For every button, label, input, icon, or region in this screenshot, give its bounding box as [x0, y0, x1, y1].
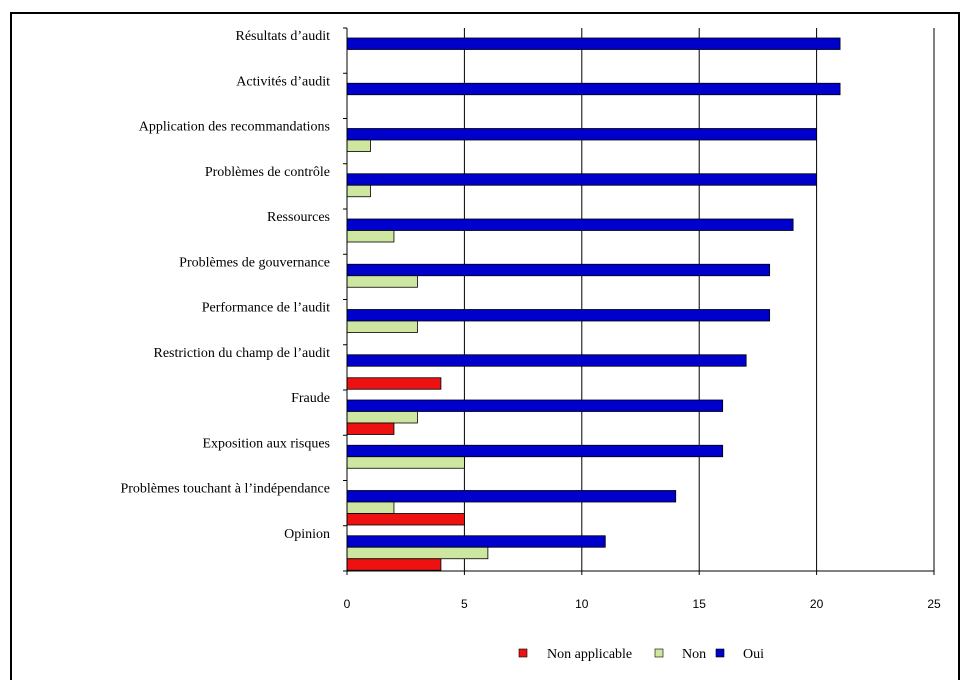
x-tick-label: 5 [461, 597, 468, 611]
bar-non-applicable-10 [346, 513, 465, 526]
bar-oui-2 [346, 128, 818, 141]
bar-oui-8 [346, 399, 724, 412]
legend-label-non: Non [682, 647, 706, 662]
category-label: Activités d’audit [236, 74, 330, 89]
bar-non-6 [346, 320, 418, 333]
bar-non-5 [346, 275, 418, 288]
legend-swatch-non [654, 648, 664, 658]
category-label: Restriction du champ de l’audit [153, 346, 330, 361]
bar-non-applicable-11 [346, 558, 442, 571]
bar-non-11 [346, 546, 489, 560]
bar-non-4 [346, 230, 395, 243]
category-label: Résultats d’audit [236, 29, 331, 44]
bar-non-9 [346, 456, 465, 469]
category-label: Exposition aux risques [202, 436, 330, 451]
bar-non-10 [346, 501, 395, 514]
bar-oui-6 [346, 309, 771, 322]
chart-frame [10, 12, 960, 680]
bar-oui-10 [346, 490, 677, 503]
bar-oui-11 [346, 535, 606, 548]
bar-non-applicable-8 [346, 422, 395, 435]
legend-swatch-oui [715, 648, 725, 658]
x-tick-label: 25 [927, 597, 941, 611]
bar-oui-4 [346, 218, 794, 231]
category-label: Problèmes de gouvernance [179, 255, 330, 270]
bar-oui-9 [346, 444, 724, 458]
x-tick-label: 10 [575, 597, 589, 611]
bar-non-applicable-7 [346, 377, 442, 390]
bar-oui-3 [346, 173, 818, 186]
category-label: Fraude [291, 391, 330, 406]
legend-label-non-applicable: Non applicable [547, 647, 632, 662]
bar-non-3 [346, 184, 371, 198]
category-label: Problèmes touchant à l’indépendance [120, 482, 330, 497]
x-tick-label: 15 [693, 597, 707, 611]
category-label: Problèmes de contrôle [205, 165, 330, 180]
category-label: Performance de l’audit [202, 301, 330, 316]
category-label: Ressources [267, 210, 330, 225]
category-label: Opinion [284, 527, 330, 542]
x-tick-label: 0 [344, 597, 351, 611]
legend-swatch-non-applicable [518, 648, 528, 658]
bar-oui-0 [346, 37, 841, 50]
bar-oui-1 [346, 82, 841, 96]
x-tick-label: 20 [810, 597, 824, 611]
bar-oui-5 [346, 263, 771, 277]
legend-label-oui: Oui [743, 647, 764, 662]
bar-oui-7 [346, 354, 747, 367]
bar-non-2 [346, 139, 371, 152]
bar-non-8 [346, 411, 418, 424]
category-label: Application des recommandations [139, 120, 330, 135]
